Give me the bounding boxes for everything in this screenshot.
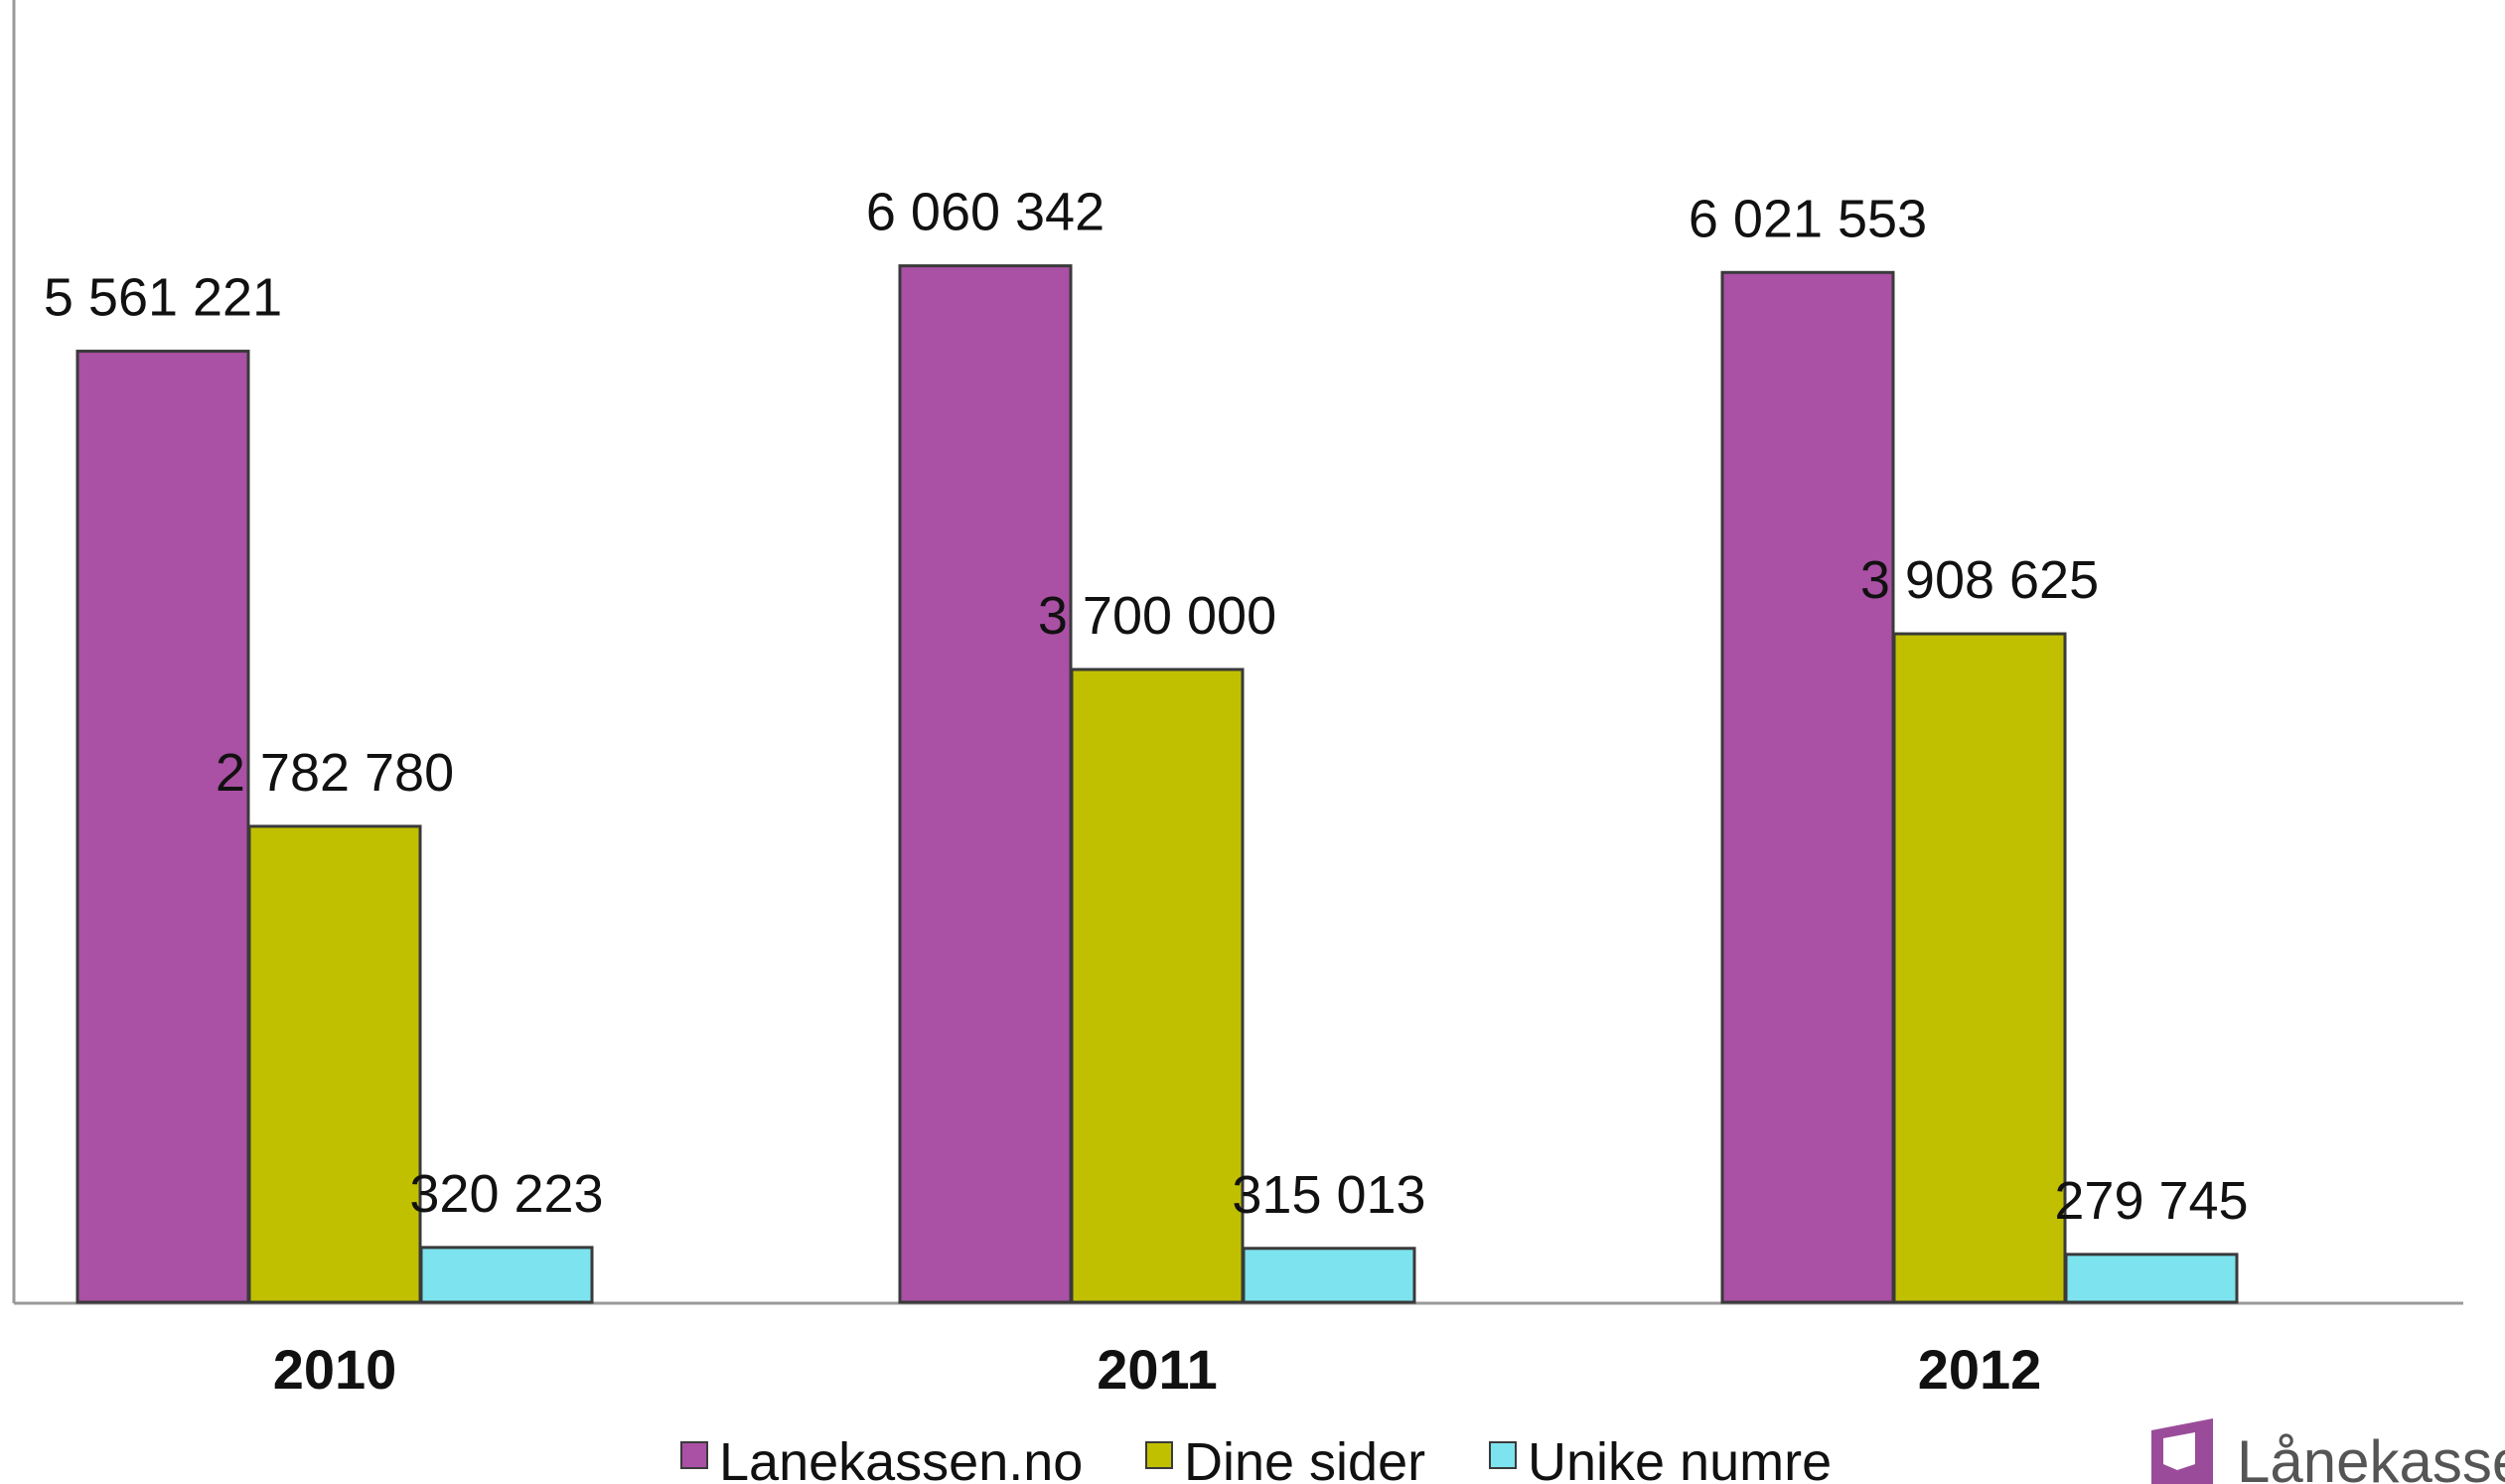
category-labels-group: 2010 2011 2012 [273, 1338, 2042, 1401]
legend-swatch [1489, 1441, 1517, 1469]
data-label: 6 021 553 [1689, 189, 1927, 248]
bar-lanekassen-no-2011 [898, 264, 1073, 1304]
data-label: 3 908 625 [1860, 550, 2099, 610]
bar-dine-sider-2011 [1070, 668, 1245, 1304]
bar-unike-numre-2011 [1242, 1247, 1416, 1304]
category-label: 2012 [1918, 1338, 2042, 1401]
value-labels-group: 5 561 221 2 782 780 320 223 6 060 342 3 700 … [44, 183, 2249, 1231]
bar-lanekassen-no-2010 [75, 350, 250, 1304]
legend: Lanekassen.no Dine sider Unike numre [680, 1432, 1832, 1484]
bar-unike-numre-2010 [419, 1246, 594, 1304]
logo-text: Lånekassen [2237, 1428, 2505, 1484]
data-label: 5 561 221 [44, 268, 282, 328]
bar-dine-sider-2012 [1892, 632, 2067, 1304]
bar-unike-numre-2012 [2064, 1253, 2239, 1304]
data-label: 315 013 [1232, 1165, 1425, 1225]
legend-label: Unike numre [1528, 1432, 1832, 1484]
data-label: 6 060 342 [866, 183, 1105, 242]
data-label: 320 223 [409, 1164, 603, 1224]
legend-label: Dine sider [1184, 1432, 1425, 1484]
data-label: 3 700 000 [1038, 586, 1276, 646]
legend-swatch [680, 1441, 708, 1469]
bar-lanekassen-no-2012 [1720, 270, 1895, 1304]
bars-group [75, 264, 2239, 1304]
category-label: 2011 [1097, 1338, 1218, 1401]
legend-swatch [1145, 1441, 1173, 1469]
data-label: 2 782 780 [216, 743, 454, 803]
data-label: 279 745 [2054, 1171, 2248, 1231]
legend-label: Lanekassen.no [719, 1432, 1083, 1484]
bar-dine-sider-2010 [247, 824, 422, 1304]
logo: Lånekassen [2151, 1418, 2505, 1484]
category-label: 2010 [273, 1338, 397, 1401]
